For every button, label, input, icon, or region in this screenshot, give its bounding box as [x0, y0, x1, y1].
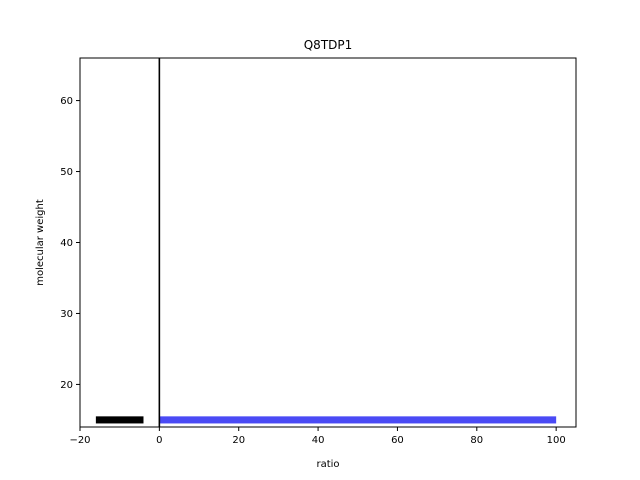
y-tick-label: 60 — [60, 96, 73, 107]
bar-0 — [95, 416, 144, 424]
x-axis-label: ratio — [316, 459, 339, 470]
x-tick-label: 20 — [232, 435, 245, 446]
x-tick-label: 80 — [470, 435, 483, 446]
y-tick-label: 40 — [60, 238, 73, 249]
x-tick-label: −20 — [69, 435, 90, 446]
x-tick-label: 0 — [156, 435, 162, 446]
y-tick-label: 50 — [60, 167, 73, 178]
chart-title: Q8TDP1 — [304, 38, 353, 52]
y-axis-label: molecular weight — [35, 199, 46, 286]
x-tick-label: 60 — [391, 435, 404, 446]
y-tick-label: 30 — [60, 309, 73, 320]
x-tick-label: 40 — [312, 435, 325, 446]
x-tick-label: 100 — [547, 435, 566, 446]
y-tick-label: 20 — [60, 380, 73, 391]
bar-1 — [159, 416, 557, 424]
plot-frame — [79, 57, 577, 428]
